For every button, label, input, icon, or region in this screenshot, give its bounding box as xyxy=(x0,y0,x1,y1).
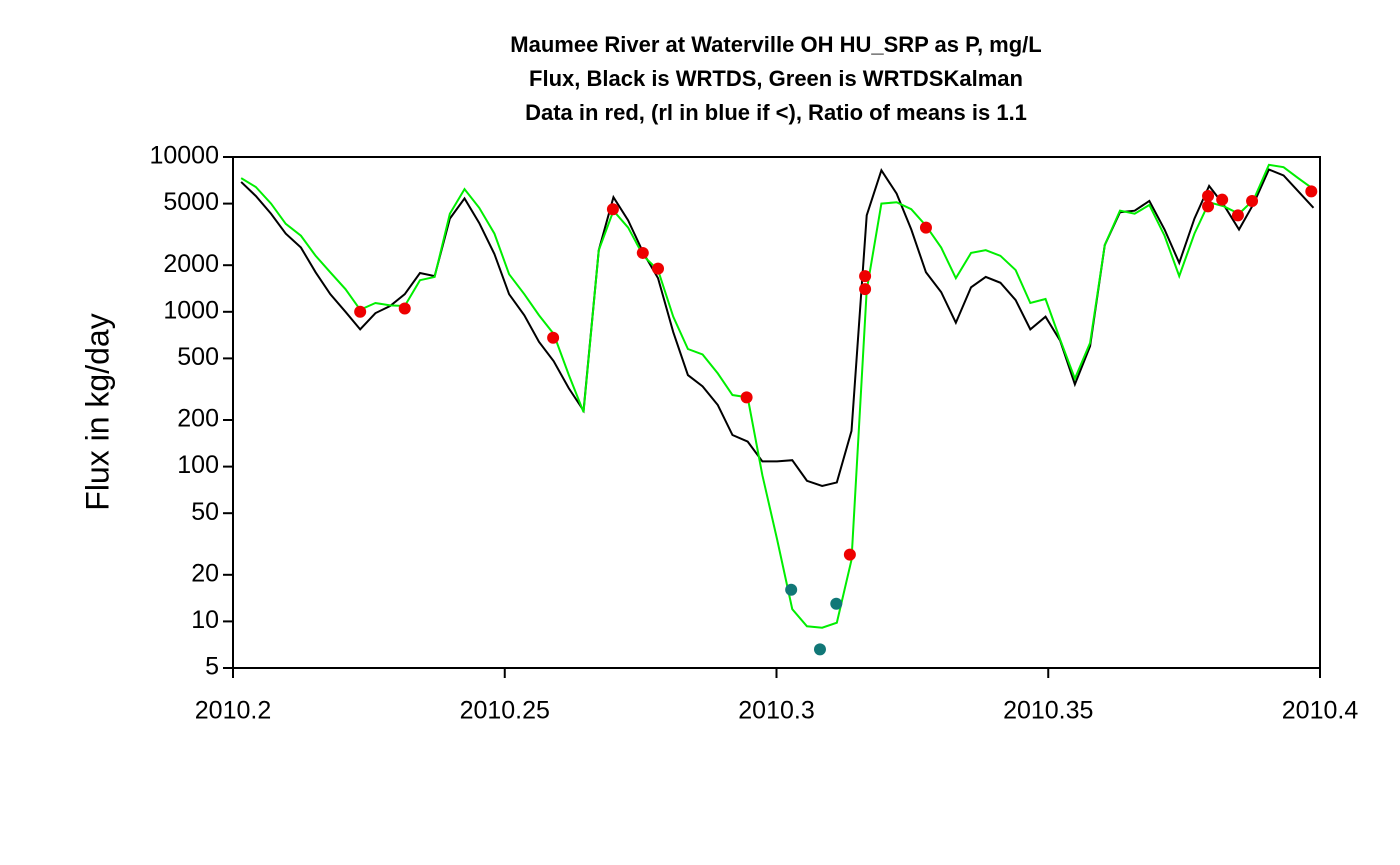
data-point xyxy=(919,221,932,234)
y-tick-label: 2000 xyxy=(163,250,219,278)
data-point xyxy=(1202,189,1215,202)
data-point xyxy=(606,203,619,216)
chart-title: Data in red, (rl in blue if <), Ratio of… xyxy=(525,100,1027,125)
chart-title: Maumee River at Waterville OH HU_SRP as … xyxy=(510,32,1041,57)
y-tick-label: 50 xyxy=(191,498,219,526)
y-tick-label: 5000 xyxy=(163,188,219,216)
series-line xyxy=(240,168,1315,487)
data-point xyxy=(1305,185,1318,198)
y-axis-label: Flux in kg/day xyxy=(79,313,115,510)
data-point xyxy=(859,270,872,283)
x-tick-label: 2010.4 xyxy=(1282,697,1359,725)
x-tick-label: 2010.25 xyxy=(460,697,550,725)
series-line xyxy=(240,163,1315,629)
y-tick-label: 5 xyxy=(205,653,219,681)
data-point xyxy=(398,302,411,315)
x-tick-label: 2010.35 xyxy=(1003,697,1093,725)
y-tick-label: 1000 xyxy=(163,296,219,324)
data-point xyxy=(652,262,665,275)
data-point xyxy=(785,583,798,596)
y-tick-label: 200 xyxy=(177,405,219,433)
x-tick-label: 2010.3 xyxy=(738,697,814,725)
data-point xyxy=(843,548,856,561)
y-tick-label: 10000 xyxy=(149,142,219,170)
data-point xyxy=(830,597,843,610)
data-point xyxy=(1246,194,1259,207)
x-tick-label: 2010.2 xyxy=(195,697,271,725)
y-tick-label: 100 xyxy=(177,451,219,479)
y-tick-label: 20 xyxy=(191,559,219,587)
data-point xyxy=(547,331,560,344)
y-tick-label: 10 xyxy=(191,606,219,634)
data-point xyxy=(354,305,367,318)
data-point xyxy=(813,643,826,656)
data-point xyxy=(1202,200,1215,213)
y-tick-label: 500 xyxy=(177,343,219,371)
data-point xyxy=(859,283,872,296)
plot-frame xyxy=(232,156,1321,669)
chart-title: Flux, Black is WRTDS, Green is WRTDSKalm… xyxy=(529,66,1023,91)
data-point xyxy=(636,246,649,259)
data-point xyxy=(1231,209,1244,222)
data-point xyxy=(1216,193,1229,206)
data-point xyxy=(740,391,753,404)
